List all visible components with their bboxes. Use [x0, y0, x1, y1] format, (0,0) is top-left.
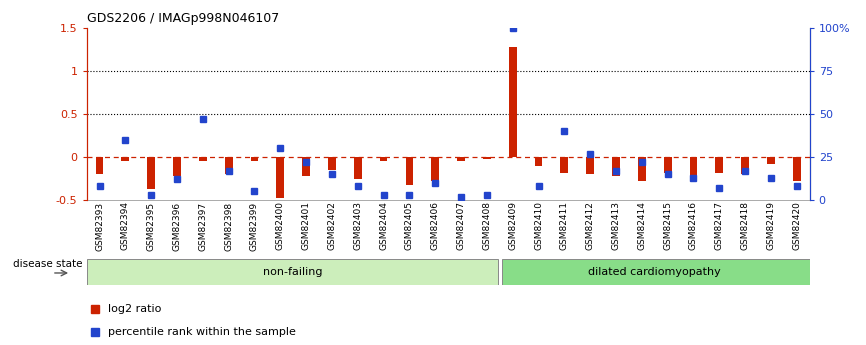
Bar — [302, 157, 310, 176]
Text: disease state: disease state — [13, 259, 82, 269]
Bar — [741, 157, 749, 174]
Bar — [173, 157, 181, 176]
Bar — [638, 157, 646, 181]
Bar — [586, 157, 594, 174]
Text: dilated cardiomyopathy: dilated cardiomyopathy — [588, 267, 721, 277]
Bar — [95, 157, 103, 174]
Bar — [612, 157, 620, 176]
Bar — [793, 157, 801, 181]
Bar — [502, 259, 810, 285]
Bar — [199, 157, 207, 161]
Bar — [534, 157, 542, 166]
Bar — [276, 157, 284, 197]
Text: log2 ratio: log2 ratio — [108, 304, 162, 314]
Bar — [664, 157, 671, 172]
Bar — [328, 157, 336, 170]
Bar — [457, 157, 465, 161]
Text: percentile rank within the sample: percentile rank within the sample — [108, 327, 296, 337]
Bar — [147, 157, 155, 189]
Bar — [689, 157, 697, 176]
Bar — [509, 47, 517, 157]
Bar — [715, 157, 723, 172]
Bar — [560, 157, 568, 172]
Bar — [121, 157, 129, 161]
Bar — [767, 157, 775, 164]
Text: non-failing: non-failing — [263, 267, 323, 277]
Bar — [379, 157, 387, 161]
Bar — [87, 259, 498, 285]
Bar — [431, 157, 439, 181]
Bar — [405, 157, 413, 186]
Text: GDS2206 / IMAGp998N046107: GDS2206 / IMAGp998N046107 — [87, 12, 279, 25]
Bar — [354, 157, 362, 179]
Bar — [483, 157, 491, 159]
Bar — [225, 157, 232, 174]
Bar — [250, 157, 258, 161]
